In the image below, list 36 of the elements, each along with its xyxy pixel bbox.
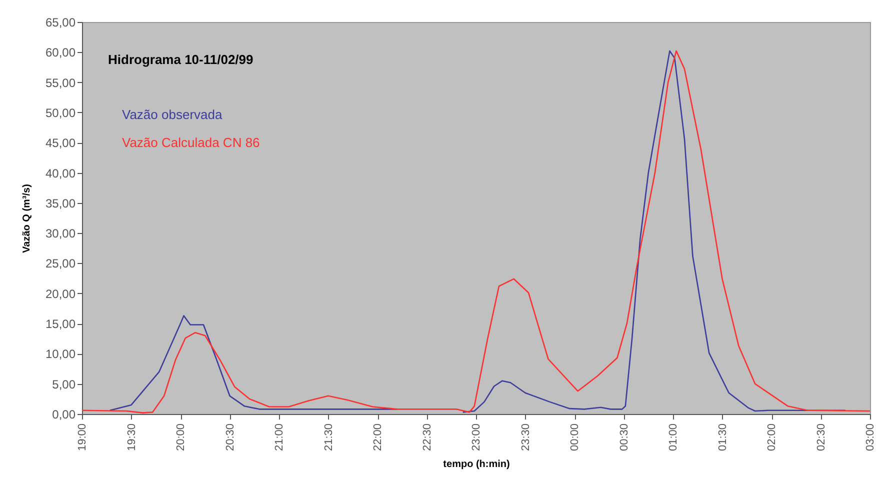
y-tick-label: 0,00 bbox=[52, 408, 76, 422]
y-tick-label: 5,00 bbox=[52, 377, 76, 392]
x-tick-label: 03:00 bbox=[864, 424, 876, 452]
x-tick-label: 23:00 bbox=[470, 424, 482, 452]
y-tick-label: 55,00 bbox=[45, 76, 76, 90]
x-tick-label: 20:30 bbox=[224, 424, 236, 452]
x-tick-label: 02:30 bbox=[815, 424, 828, 452]
y-tick-label: 45,00 bbox=[45, 136, 76, 150]
x-tick-label: 00:00 bbox=[569, 424, 581, 452]
x-tick-label: 19:00 bbox=[76, 424, 88, 452]
y-tick-label: 50,00 bbox=[45, 106, 76, 120]
x-tick-label: 01:30 bbox=[716, 424, 729, 452]
y-axis-title: Vazão Q (m³/s) bbox=[21, 184, 32, 253]
x-tick-label: 02:00 bbox=[766, 424, 778, 452]
x-tick-label: 01:00 bbox=[668, 424, 680, 452]
y-tick-label: 40,00 bbox=[45, 166, 76, 180]
text: Hidrograma 10-11/02/99 bbox=[108, 52, 254, 67]
x-tick-label: 21:30 bbox=[322, 424, 335, 452]
y-tick-label: 60,00 bbox=[45, 46, 76, 60]
x-tick-label: 00:30 bbox=[618, 424, 630, 452]
x-axis-title: tempo (h:min) bbox=[443, 459, 510, 470]
y-tick-label: 10,00 bbox=[45, 347, 76, 362]
y-tick-label: 20,00 bbox=[45, 286, 76, 301]
y-tick-label: 25,00 bbox=[45, 256, 76, 271]
y-tick-label: 15,00 bbox=[45, 317, 76, 332]
x-tick-label: 21:00 bbox=[274, 424, 286, 452]
y-tick-label: 30,00 bbox=[45, 226, 76, 241]
x-tick-label: 22:00 bbox=[372, 424, 384, 452]
text: Vazão Calculada CN 86 bbox=[122, 135, 260, 150]
text: Vazão observada bbox=[122, 107, 223, 122]
x-tick-label: 23:30 bbox=[520, 424, 532, 452]
x-tick-label: 22:30 bbox=[421, 424, 434, 452]
y-tick-label: 35,00 bbox=[45, 196, 76, 210]
y-tick-label: 65,00 bbox=[45, 16, 76, 30]
x-tick-label: 19:30 bbox=[126, 424, 138, 452]
x-tick-label: 20:00 bbox=[175, 424, 187, 452]
